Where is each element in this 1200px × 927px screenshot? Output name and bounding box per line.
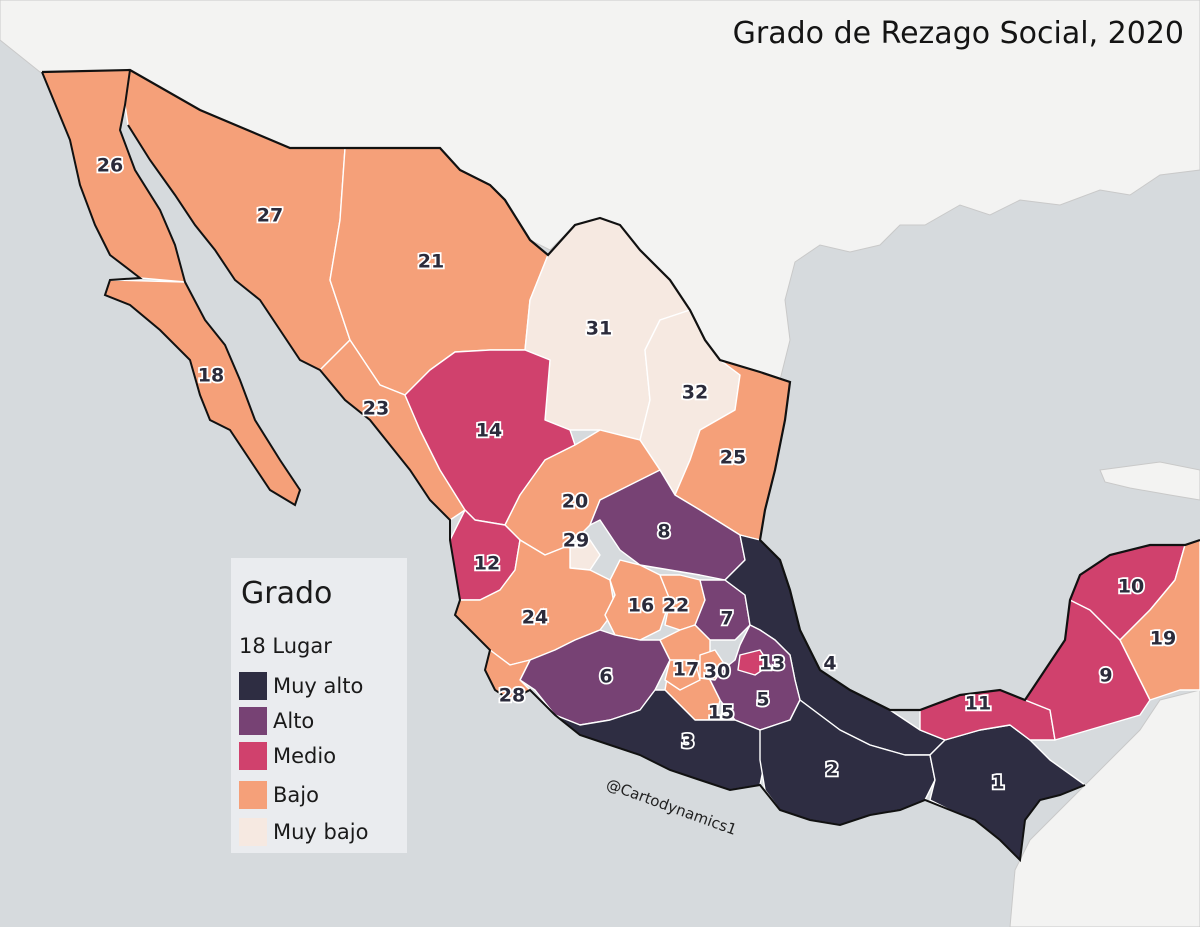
label-30: 30	[704, 661, 730, 683]
region-17[interactable]	[664, 659, 701, 691]
legend: Grado 18 Lugar Muy alto Alto Medio Bajo …	[231, 558, 407, 853]
legend-item-medio: Medio	[239, 741, 336, 771]
label-19: 19	[1150, 628, 1176, 650]
coast-outline-pacific	[41, 69, 1086, 863]
region-13[interactable]	[737, 649, 771, 676]
label-9: 9	[1099, 665, 1112, 687]
legend-swatch	[239, 742, 267, 770]
map-title: Grado de Rezago Social, 2020	[732, 16, 1184, 51]
label-21: 21	[418, 251, 444, 273]
label-17: 17	[673, 659, 699, 681]
legend-subtitle: 18 Lugar	[239, 634, 332, 658]
label-14: 14	[476, 420, 502, 442]
legend-label: Muy bajo	[273, 820, 369, 844]
label-22: 22	[663, 595, 689, 617]
legend-item-alto: Alto	[239, 706, 314, 736]
legend-label: Alto	[273, 709, 315, 733]
label-27: 27	[257, 205, 283, 227]
label-24: 24	[522, 607, 548, 629]
legend-swatch	[239, 818, 267, 846]
label-13: 13	[759, 653, 785, 675]
country-outline	[41, 68, 1200, 712]
legend-swatch	[239, 781, 267, 809]
legend-swatch	[239, 707, 267, 735]
label-10: 10	[1118, 576, 1144, 598]
legend-title: Grado	[241, 576, 333, 611]
label-15: 15	[708, 702, 734, 724]
central-america	[1009, 689, 1200, 927]
label-32: 32	[682, 382, 708, 404]
label-23: 23	[363, 398, 389, 420]
region-6[interactable]	[519, 629, 671, 726]
legend-item-bajo: Bajo	[239, 780, 319, 810]
legend-item-muy-bajo: Muy bajo	[239, 817, 368, 847]
label-7: 7	[720, 608, 733, 630]
cuba	[1099, 461, 1200, 501]
label-5: 5	[756, 689, 769, 711]
label-1: 1	[991, 772, 1004, 794]
label-18: 18	[198, 365, 224, 387]
label-16: 16	[628, 595, 654, 617]
region-30[interactable]	[699, 649, 726, 681]
label-12: 12	[474, 553, 500, 575]
legend-label: Bajo	[273, 783, 319, 807]
label-8: 8	[657, 521, 670, 543]
region-8[interactable]	[589, 469, 746, 581]
label-2: 2	[825, 759, 838, 781]
legend-item-muy-alto: Muy alto	[239, 671, 363, 701]
label-25: 25	[720, 447, 746, 469]
label-29: 29	[563, 530, 589, 552]
label-31: 31	[586, 318, 612, 340]
label-26: 26	[97, 155, 123, 177]
label-6: 6	[599, 666, 612, 688]
label-4: 4	[823, 653, 836, 675]
legend-label: Medio	[273, 744, 337, 768]
legend-label: Muy alto	[273, 674, 364, 698]
label-28: 28	[499, 685, 525, 707]
label-3: 3	[681, 731, 694, 753]
region-19[interactable]	[1119, 539, 1200, 701]
label-11: 11	[965, 693, 991, 715]
legend-swatch	[239, 672, 267, 700]
label-20: 20	[562, 491, 588, 513]
